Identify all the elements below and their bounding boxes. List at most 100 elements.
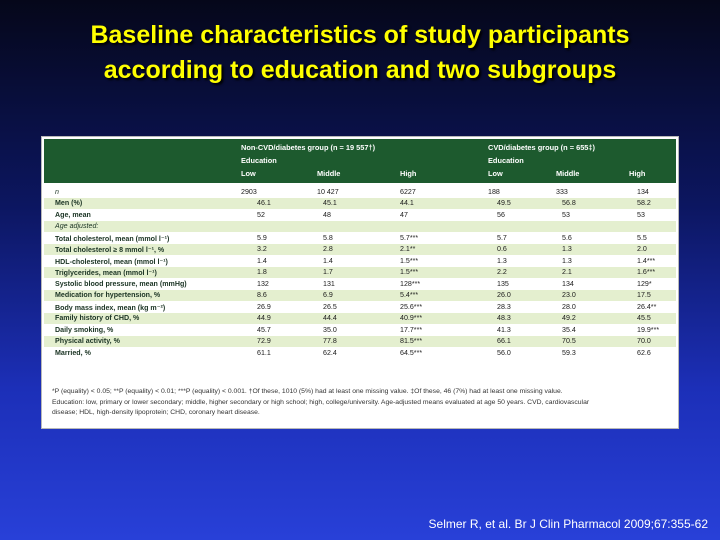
row-label: Married, % [55,348,91,357]
table-cell: 61.1 [257,348,271,357]
table-row: Total cholesterol ≥ 8 mmol l⁻¹, % 3.2 2.8 2… [44,243,676,255]
table-cell: 62.6 [637,348,651,357]
table-cell: 129* [637,279,652,288]
table-cell: 44.4 [323,314,337,322]
table-row: Daily smoking, % 45.7 35.0 17.7*** 41.3 35.4 1… [44,324,676,336]
table-row: HDL-cholesterol, mean (mmol l⁻¹) 1.4 1.4 1.… [44,255,676,267]
footnote-line: *P (equality) < 0.05; **P (equality) < 0… [52,388,563,395]
table-cell: 2.0 [637,245,647,253]
table-cell: 45.1 [323,199,337,207]
row-label: Total cholesterol ≥ 8 mmol l⁻¹, % [55,246,165,254]
col-header: Low [241,169,256,178]
table-cell: 26.0 [497,291,511,299]
table-cell: 188 [488,187,500,196]
table-cell: 17.7*** [400,325,423,334]
table-cell: 26.4** [637,302,657,311]
table-cell: 44.1 [400,199,414,207]
table-cell: 17.5 [637,291,651,299]
group2-education-label: Education [488,156,524,165]
row-label: Daily smoking, % [55,325,114,334]
group2-title: CVD/diabetes group (n = 655‡) [488,143,595,152]
col-header: High [629,169,646,178]
col-header: Middle [556,169,580,178]
table-cell: 134 [637,187,649,196]
table-cell: 2.1** [400,245,416,253]
table-row: Married, % 61.1 62.4 64.5*** 56.0 59.3 62.6 [44,347,676,359]
table-cell: 28.3 [497,302,511,311]
row-label: n [55,187,59,196]
table-cell: 53 [637,210,645,219]
table-cell: 1.5*** [400,268,419,276]
table-cell: 56.8 [562,199,576,207]
citation: Selmer R, et al. Br J Clin Pharmacol 200… [428,517,708,531]
table-row: n 2903 10 427 6227 188 333 134 [44,186,676,198]
table-cell: 81.5*** [400,337,423,345]
table-cell: 53 [562,210,570,219]
col-header: High [400,169,417,178]
table-cell: 46.1 [257,199,271,207]
table-cell: 77.8 [323,337,337,345]
table-cell: 5.7*** [400,233,419,242]
table-cell: 25.6*** [400,302,423,311]
table-cell: 1.3 [497,256,507,265]
table-row: Systolic blood pressure, mean (mmHg) 132 1… [44,278,676,290]
table-cell: 1.3 [562,245,572,253]
table-cell: 1.4 [257,256,267,265]
table-cell: 135 [497,279,509,288]
row-label: Total cholesterol, mean (mmol l⁻¹) [55,234,170,243]
table-cell: 49.5 [497,199,511,207]
row-label: Age adjusted: [55,222,99,230]
col-header: Middle [317,169,341,178]
table-cell: 1.6*** [637,268,656,276]
table-cell: 48 [323,210,331,219]
row-label: Systolic blood pressure, mean (mmHg) [55,279,187,288]
table-cell: 6.9 [323,291,333,299]
table-row: Triglycerides, mean (mmol l⁻¹) 1.8 1.7 1.5*… [44,266,676,278]
table-body: n 2903 10 427 6227 188 333 134 Men (%) 46.1 45.1 4… [44,186,676,359]
table-cell: 1.4*** [637,256,656,265]
table-cell: 1.7 [323,268,333,276]
group1-education-label: Education [241,156,277,165]
table-cell: 59.3 [562,348,576,357]
table-cell: 44.9 [257,314,271,322]
table-cell: 66.1 [497,337,511,345]
row-label: Body mass index, mean (kg m⁻²) [55,303,166,312]
table-cell: 2903 [241,187,257,196]
table-cell: 5.8 [323,233,333,242]
table-cell: 1.5*** [400,256,419,265]
table-cell: 35.4 [562,325,576,334]
table-cell: 56.0 [497,348,511,357]
row-label: Physical activity, % [55,337,120,345]
table-row: Family history of CHD, % 44.9 44.4 40.9*** 4… [44,312,676,324]
table-row: Men (%) 46.1 45.1 44.1 49.5 56.8 58.2 [44,197,676,209]
table-cell: 8.6 [257,291,267,299]
table-cell: 5.6 [562,233,572,242]
table-cell: 1.4 [323,256,333,265]
table-cell: 131 [323,279,335,288]
table-cell: 6227 [400,187,416,196]
table-cell: 132 [257,279,269,288]
col-header: Low [488,169,503,178]
table-cell: 52 [257,210,265,219]
table-cell: 19.9*** [637,325,660,334]
table-cell: 41.3 [497,325,511,334]
table-cell: 5.9 [257,233,267,242]
table-cell: 5.4*** [400,291,419,299]
table-cell: 72.9 [257,337,271,345]
title-line-2: according to education and two subgroups [103,56,617,84]
table-cell: 45.5 [637,314,651,322]
table-cell: 26.5 [323,302,337,311]
table-cell: 62.4 [323,348,337,357]
table-cell: 23.0 [562,291,576,299]
group1-title: Non-CVD/diabetes group (n = 19 557†) [241,143,376,152]
row-label: Age, mean [55,210,91,219]
table-row: Body mass index, mean (kg m⁻²) 26.9 26.5 25… [44,301,676,313]
table-cell: 10 427 [317,187,339,196]
table-cell: 40.9*** [400,314,423,322]
table-cell: 64.5*** [400,348,423,357]
table-cell: 28.0 [562,302,576,311]
table-cell: 58.2 [637,199,651,207]
table-cell: 49.2 [562,314,576,322]
table-cell: 56 [497,210,505,219]
table-cell: 3.2 [257,245,267,253]
